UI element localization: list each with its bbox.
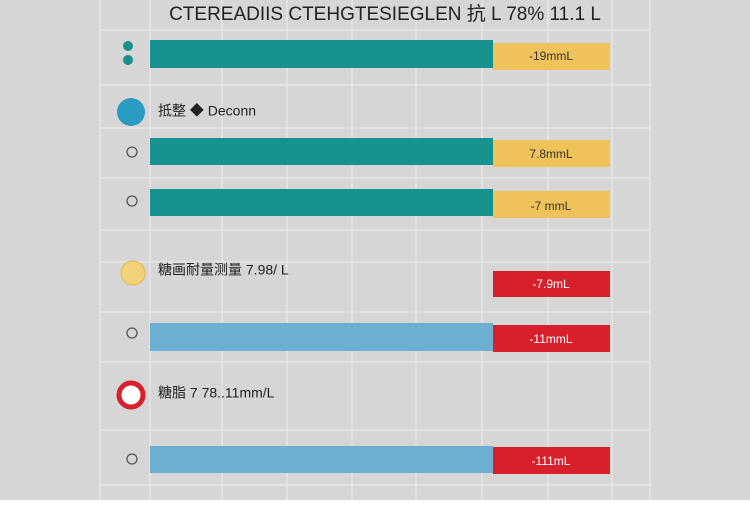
badge-text: -19mmL bbox=[529, 49, 573, 63]
bar bbox=[150, 323, 493, 351]
icon bbox=[123, 41, 133, 51]
title: CTEREADIIS CTEHGTESIEGLEN 抗 L 78% 11.1 L bbox=[169, 3, 601, 25]
bar bbox=[150, 138, 493, 165]
badge-text: -7.9mL bbox=[532, 277, 570, 291]
bar bbox=[150, 40, 493, 68]
section-label: 糖画耐量测量 7.98/ L bbox=[158, 262, 289, 278]
dot bbox=[126, 195, 138, 207]
badge-text: -11mmL bbox=[529, 332, 572, 346]
badge bbox=[493, 191, 610, 218]
dot bbox=[126, 453, 138, 465]
badge bbox=[493, 325, 610, 352]
badge-text: -111mL bbox=[532, 454, 571, 468]
section-label: 糖脂 7 78..11mm/L bbox=[158, 385, 275, 401]
bar bbox=[150, 189, 493, 216]
dot bbox=[126, 327, 138, 339]
dot bbox=[126, 146, 138, 158]
section-icon bbox=[117, 98, 145, 126]
badge bbox=[493, 271, 610, 297]
badge-text: 7.8mmL bbox=[529, 147, 573, 161]
section-icon bbox=[116, 380, 146, 410]
grid bbox=[99, 0, 651, 500]
badge-text: -7 mmL bbox=[531, 199, 572, 213]
section-label: 抵整 ◆ Deconn bbox=[158, 103, 256, 119]
badge bbox=[493, 43, 610, 70]
section-icon bbox=[120, 260, 146, 286]
badge bbox=[493, 447, 610, 474]
icon bbox=[123, 55, 133, 65]
bar bbox=[150, 446, 493, 473]
badge bbox=[493, 140, 610, 167]
